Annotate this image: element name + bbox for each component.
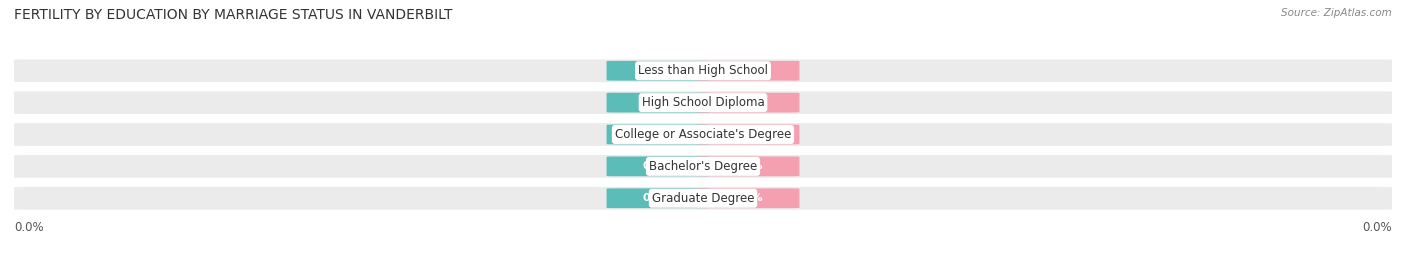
- Text: High School Diploma: High School Diploma: [641, 96, 765, 109]
- FancyBboxPatch shape: [7, 122, 1399, 147]
- FancyBboxPatch shape: [696, 93, 800, 112]
- Text: 0.0%: 0.0%: [14, 221, 44, 234]
- FancyBboxPatch shape: [696, 125, 800, 144]
- Text: 0.0%: 0.0%: [643, 66, 673, 76]
- FancyBboxPatch shape: [606, 188, 710, 208]
- Text: 0.0%: 0.0%: [733, 66, 763, 76]
- Text: 0.0%: 0.0%: [733, 98, 763, 108]
- Text: 0.0%: 0.0%: [643, 98, 673, 108]
- FancyBboxPatch shape: [7, 154, 1399, 179]
- Text: 0.0%: 0.0%: [643, 193, 673, 203]
- FancyBboxPatch shape: [606, 125, 710, 144]
- Text: 0.0%: 0.0%: [733, 193, 763, 203]
- Text: Graduate Degree: Graduate Degree: [652, 192, 754, 205]
- Text: 0.0%: 0.0%: [733, 129, 763, 140]
- Text: Bachelor's Degree: Bachelor's Degree: [650, 160, 756, 173]
- FancyBboxPatch shape: [7, 58, 1399, 83]
- FancyBboxPatch shape: [696, 157, 800, 176]
- Text: 0.0%: 0.0%: [1362, 221, 1392, 234]
- Text: Less than High School: Less than High School: [638, 64, 768, 77]
- Text: 0.0%: 0.0%: [643, 129, 673, 140]
- FancyBboxPatch shape: [606, 61, 710, 81]
- FancyBboxPatch shape: [7, 186, 1399, 211]
- FancyBboxPatch shape: [606, 93, 710, 112]
- Text: College or Associate's Degree: College or Associate's Degree: [614, 128, 792, 141]
- Text: 0.0%: 0.0%: [733, 161, 763, 171]
- FancyBboxPatch shape: [696, 61, 800, 81]
- Text: FERTILITY BY EDUCATION BY MARRIAGE STATUS IN VANDERBILT: FERTILITY BY EDUCATION BY MARRIAGE STATU…: [14, 8, 453, 22]
- FancyBboxPatch shape: [7, 90, 1399, 115]
- FancyBboxPatch shape: [696, 188, 800, 208]
- FancyBboxPatch shape: [606, 157, 710, 176]
- Text: Source: ZipAtlas.com: Source: ZipAtlas.com: [1281, 8, 1392, 18]
- Text: 0.0%: 0.0%: [643, 161, 673, 171]
